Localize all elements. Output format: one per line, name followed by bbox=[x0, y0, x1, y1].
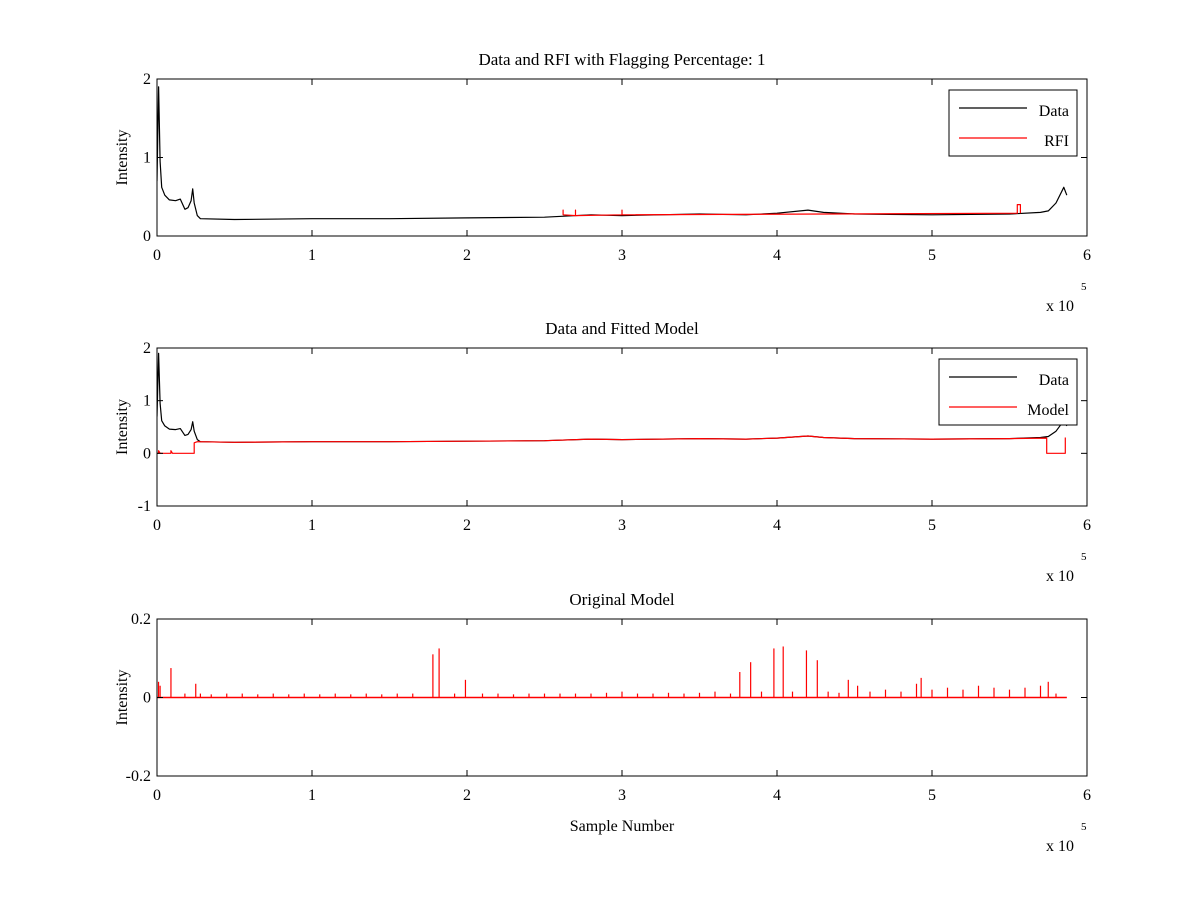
x-tick-label: 6 bbox=[1083, 517, 1091, 534]
x-tick-label: 2 bbox=[463, 517, 471, 534]
y-tick-label: 0 bbox=[143, 690, 151, 707]
legend-label: Model bbox=[1027, 402, 1069, 419]
x-tick-label: 5 bbox=[928, 247, 936, 264]
series-line-data bbox=[157, 86, 1068, 221]
x-tick-label: 6 bbox=[1083, 247, 1091, 264]
y-tick-label: -0.2 bbox=[126, 768, 151, 785]
x-exponent-power: 5 bbox=[1081, 551, 1087, 563]
chart-title: Data and RFI with Flagging Percentage: 1 bbox=[478, 50, 765, 69]
y-tick-label: 0 bbox=[143, 445, 151, 462]
x-tick-label: 5 bbox=[928, 787, 936, 804]
x-exponent-power: 5 bbox=[1081, 281, 1087, 293]
legend-label: Data bbox=[1039, 372, 1069, 389]
x-exponent-power: 5 bbox=[1081, 821, 1087, 833]
y-tick-label: 2 bbox=[143, 71, 151, 88]
chart-panel-1: Data and RFI with Flagging Percentage: 1… bbox=[114, 50, 1091, 315]
x-exponent-label: x 10 bbox=[1046, 568, 1074, 585]
x-tick-label: 0 bbox=[153, 787, 161, 804]
data-layer bbox=[157, 86, 1068, 221]
x-tick-label: 4 bbox=[773, 787, 781, 804]
data-layer bbox=[157, 352, 1068, 454]
x-tick-label: 1 bbox=[308, 787, 316, 804]
x-tick-label: 3 bbox=[618, 517, 626, 534]
chart-title: Original Model bbox=[569, 590, 675, 609]
x-tick-label: 4 bbox=[773, 517, 781, 534]
legend: Data RFI bbox=[948, 89, 1078, 157]
x-tick-label: 1 bbox=[308, 247, 316, 264]
legend-label: Data bbox=[1039, 103, 1069, 120]
y-tick-label: 0 bbox=[143, 228, 151, 245]
chart-title: Data and Fitted Model bbox=[545, 319, 699, 338]
data-layer bbox=[157, 646, 1067, 699]
y-axis-label: Intensity bbox=[114, 130, 131, 186]
y-tick-label: -1 bbox=[138, 498, 151, 515]
y-tick-label: 1 bbox=[143, 150, 151, 167]
series-line-rfi bbox=[562, 204, 1021, 217]
x-tick-label: 2 bbox=[463, 247, 471, 264]
x-tick-label: 3 bbox=[618, 247, 626, 264]
x-tick-label: 0 bbox=[153, 247, 161, 264]
x-exponent-label: x 10 bbox=[1046, 298, 1074, 315]
plot-area bbox=[157, 348, 1087, 506]
x-tick-label: 3 bbox=[618, 787, 626, 804]
legend-box bbox=[938, 358, 1078, 426]
legend-label: RFI bbox=[1044, 133, 1069, 150]
x-axis-label: Sample Number bbox=[570, 818, 675, 835]
x-tick-label: 1 bbox=[308, 517, 316, 534]
legend: Data Model bbox=[938, 358, 1078, 426]
y-axis-label: Intensity bbox=[114, 399, 131, 455]
x-exponent-label: x 10 bbox=[1046, 838, 1074, 855]
x-tick-label: 5 bbox=[928, 517, 936, 534]
y-tick-label: 0.2 bbox=[131, 611, 151, 628]
x-tick-label: 0 bbox=[153, 517, 161, 534]
y-tick-label: 1 bbox=[143, 393, 151, 410]
y-tick-label: 2 bbox=[143, 340, 151, 357]
legend-box bbox=[948, 89, 1078, 157]
series-line-model bbox=[157, 435, 1066, 454]
y-axis-label: Intensity bbox=[114, 670, 131, 726]
x-tick-label: 6 bbox=[1083, 787, 1091, 804]
x-tick-label: 2 bbox=[463, 787, 471, 804]
x-tick-label: 4 bbox=[773, 247, 781, 264]
